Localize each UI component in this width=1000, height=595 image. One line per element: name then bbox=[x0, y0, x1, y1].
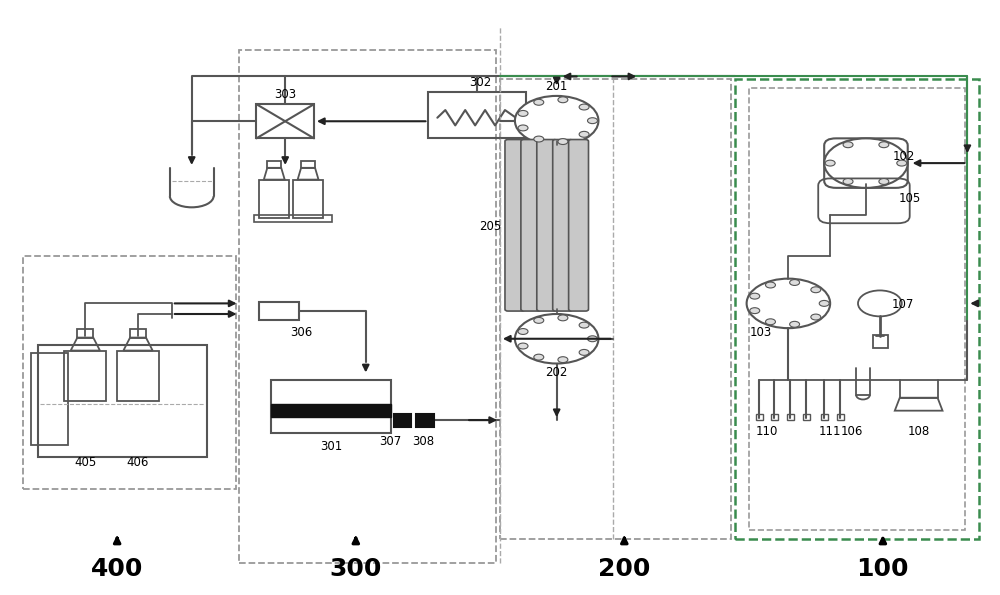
Bar bbox=[735, 79, 979, 539]
Text: 400: 400 bbox=[91, 557, 143, 581]
FancyBboxPatch shape bbox=[521, 140, 541, 311]
Bar bbox=[256, 104, 314, 139]
Circle shape bbox=[897, 160, 907, 166]
Circle shape bbox=[515, 314, 598, 364]
Text: 405: 405 bbox=[74, 456, 96, 469]
Circle shape bbox=[879, 178, 889, 184]
Bar bbox=[259, 180, 289, 218]
Text: 303: 303 bbox=[274, 87, 296, 101]
Circle shape bbox=[825, 160, 835, 166]
Circle shape bbox=[858, 290, 902, 317]
Bar bbox=[749, 88, 965, 530]
Circle shape bbox=[824, 139, 908, 188]
Circle shape bbox=[811, 314, 821, 320]
Text: 108: 108 bbox=[908, 425, 930, 439]
Text: 100: 100 bbox=[857, 557, 909, 581]
Circle shape bbox=[750, 308, 760, 314]
Bar bbox=[117, 350, 159, 400]
Circle shape bbox=[534, 318, 544, 323]
Bar bbox=[428, 92, 526, 139]
Bar bbox=[77, 329, 93, 337]
Text: 306: 306 bbox=[290, 327, 312, 339]
Bar bbox=[803, 414, 810, 420]
Text: 106: 106 bbox=[841, 425, 863, 439]
Bar bbox=[873, 334, 888, 347]
Bar bbox=[837, 414, 844, 420]
Bar bbox=[38, 345, 207, 456]
Bar bbox=[271, 380, 391, 433]
Circle shape bbox=[518, 125, 528, 131]
Circle shape bbox=[750, 293, 760, 299]
Bar bbox=[771, 414, 778, 420]
Circle shape bbox=[534, 99, 544, 105]
Text: 205: 205 bbox=[479, 220, 501, 233]
Bar bbox=[301, 161, 315, 168]
FancyBboxPatch shape bbox=[505, 140, 525, 311]
Bar bbox=[130, 329, 146, 337]
Circle shape bbox=[558, 357, 568, 362]
Circle shape bbox=[879, 142, 889, 148]
Bar bbox=[416, 414, 434, 427]
Text: 103: 103 bbox=[749, 327, 772, 339]
Bar bbox=[23, 256, 236, 489]
Circle shape bbox=[766, 282, 775, 288]
Text: 102: 102 bbox=[893, 149, 915, 162]
Circle shape bbox=[843, 178, 853, 184]
Circle shape bbox=[579, 349, 589, 355]
Bar bbox=[64, 350, 106, 400]
Circle shape bbox=[579, 131, 589, 137]
Circle shape bbox=[558, 315, 568, 321]
Text: 107: 107 bbox=[892, 298, 914, 311]
Circle shape bbox=[588, 118, 597, 124]
Bar bbox=[271, 403, 391, 416]
FancyBboxPatch shape bbox=[824, 139, 908, 188]
Circle shape bbox=[558, 139, 568, 145]
Circle shape bbox=[518, 343, 528, 349]
Circle shape bbox=[518, 328, 528, 334]
Circle shape bbox=[790, 321, 800, 327]
Circle shape bbox=[790, 280, 800, 286]
Bar bbox=[500, 79, 731, 539]
Text: 308: 308 bbox=[412, 436, 434, 449]
Bar bbox=[787, 414, 794, 420]
Circle shape bbox=[579, 322, 589, 328]
Bar bbox=[31, 353, 68, 445]
FancyBboxPatch shape bbox=[553, 140, 573, 311]
Text: 300: 300 bbox=[330, 557, 382, 581]
Bar bbox=[756, 414, 763, 420]
FancyBboxPatch shape bbox=[569, 140, 589, 311]
Bar bbox=[254, 215, 332, 222]
Text: 202: 202 bbox=[545, 367, 568, 380]
Circle shape bbox=[518, 111, 528, 117]
Circle shape bbox=[747, 278, 830, 328]
Bar bbox=[394, 414, 411, 427]
Text: 307: 307 bbox=[379, 436, 402, 449]
Text: 201: 201 bbox=[545, 80, 568, 93]
Circle shape bbox=[534, 354, 544, 360]
FancyBboxPatch shape bbox=[537, 140, 557, 311]
Circle shape bbox=[843, 142, 853, 148]
Circle shape bbox=[534, 136, 544, 142]
Circle shape bbox=[515, 96, 598, 145]
Circle shape bbox=[819, 300, 829, 306]
Text: 406: 406 bbox=[127, 456, 149, 469]
Bar bbox=[259, 302, 299, 320]
Text: 302: 302 bbox=[469, 76, 491, 89]
Circle shape bbox=[811, 287, 821, 293]
Text: 200: 200 bbox=[598, 557, 650, 581]
Bar bbox=[293, 180, 323, 218]
Circle shape bbox=[588, 336, 597, 342]
Bar bbox=[267, 161, 281, 168]
Circle shape bbox=[558, 97, 568, 103]
Circle shape bbox=[579, 104, 589, 110]
Bar bbox=[821, 414, 828, 420]
Bar bbox=[239, 50, 496, 563]
Text: 111: 111 bbox=[819, 425, 841, 439]
Circle shape bbox=[766, 319, 775, 325]
Text: 301: 301 bbox=[320, 440, 342, 453]
Text: 110: 110 bbox=[755, 425, 778, 439]
Text: 105: 105 bbox=[899, 192, 921, 205]
